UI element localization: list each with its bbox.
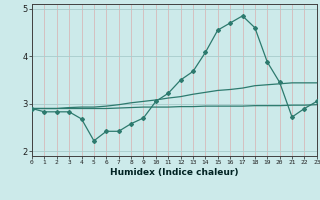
X-axis label: Humidex (Indice chaleur): Humidex (Indice chaleur)	[110, 168, 239, 177]
